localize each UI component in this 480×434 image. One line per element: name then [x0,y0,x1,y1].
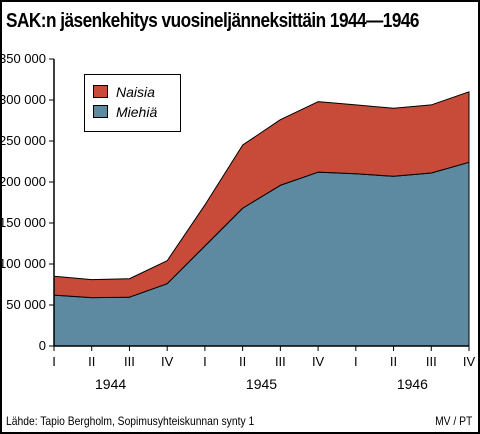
legend-label-naisia: Naisia [116,84,155,100]
y-tick-label: 50 000 [6,297,46,312]
x-tick-label: IV [161,354,174,369]
x-tick-label: I [203,354,207,369]
legend-swatch-naisia [93,85,108,98]
chart-axes [49,58,470,351]
x-tick-label: III [275,354,286,369]
y-tick-label: 150 000 [0,215,46,230]
y-tick-label: 200 000 [0,174,46,189]
x-tick-label: II [390,354,397,369]
x-tick-label: III [124,354,135,369]
y-tick-label: 250 000 [0,133,46,148]
x-tick-label: III [426,354,437,369]
x-tick-label: I [354,354,358,369]
x-tick-label: IV [312,354,325,369]
chart-title: SAK:n jäsenkehitys vuosineljänneksittäin… [6,10,420,32]
source-note: Lähde: Tapio Bergholm, Sopimusyhteiskunn… [6,414,255,428]
y-tick-label: 300 000 [0,92,46,107]
year-label-1945: 1945 [246,376,277,392]
legend-label-miehia: Miehiä [116,104,158,120]
series-area-naisia [53,91,470,299]
x-tick-label: I [52,354,56,369]
y-tick-label: 100 000 [0,256,46,271]
axis-labels: 0 50 000 100 000 150 000 200 000 250 000 300 0… [0,51,475,392]
x-tick-label: II [88,354,95,369]
y-tick-label: 0 [39,338,46,353]
year-label-1944: 1944 [95,376,126,392]
x-tick-label: IV [463,354,476,369]
x-tick-label: II [239,354,246,369]
chart-legend: Naisia Miehiä [84,74,181,132]
year-label-1946: 1946 [397,376,428,392]
legend-swatch-miehia [93,105,108,118]
y-tick-label: 350 000 [0,51,46,66]
credit-note: MV / PT [434,414,472,428]
